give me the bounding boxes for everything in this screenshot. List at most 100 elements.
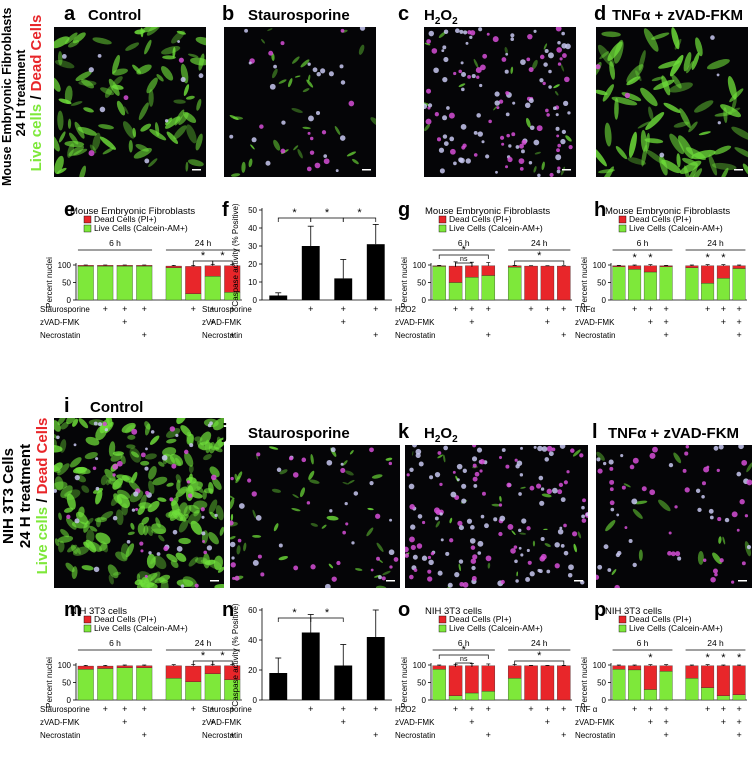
- factor-name-0: H2O2: [395, 705, 416, 714]
- legend-label-0: Dead Cells (PI+): [449, 214, 512, 224]
- factor-mark-0-3: +: [373, 304, 378, 314]
- bar-dead-4: [507, 665, 522, 679]
- factor-name-0: Staurosporine: [202, 305, 252, 314]
- bar-dead-7: [557, 665, 571, 701]
- row2-side-live: Live cells: [34, 506, 51, 575]
- factor-mark-1-2: +: [122, 717, 127, 727]
- sig-label-1: *: [325, 207, 330, 219]
- bar-live-2: [116, 667, 133, 701]
- micrograph-j: [230, 445, 400, 588]
- factor-mark-2-3: +: [142, 330, 147, 340]
- micrograph-b: [224, 27, 376, 177]
- bar-live-4: [685, 678, 699, 701]
- factor-name-1: zVAD-FMK: [40, 318, 80, 327]
- y-axis-label: Caspase activity (% Positive): [231, 203, 240, 306]
- bar-live-2: [643, 689, 657, 701]
- bar-dead-0: [612, 665, 626, 670]
- factor-mark-0-1: +: [308, 304, 313, 314]
- y-tick-label-2: 20: [248, 260, 257, 269]
- bar-1: [301, 246, 320, 300]
- bar-live-0: [612, 266, 626, 301]
- panel-label-k: k: [398, 421, 410, 443]
- legend-swatch-0: [618, 215, 627, 224]
- sig-star-0: *: [648, 652, 653, 664]
- factor-name-1: zVAD-FMK: [575, 718, 615, 727]
- bar-live-1: [448, 695, 463, 701]
- factor-mark-2-3: +: [142, 730, 147, 740]
- group-label-0: 6 h: [637, 638, 649, 648]
- row1-side-line1: Mouse Embryonic Fibroblasts: [0, 7, 14, 186]
- bar-live-3: [136, 667, 153, 701]
- sig-bracket-0: [438, 254, 489, 259]
- sig-label-0: *: [201, 650, 206, 662]
- factor-mark-0-5: +: [705, 304, 710, 314]
- bar-live-6: [716, 278, 730, 301]
- group-label-1: 24 h: [195, 638, 212, 648]
- row2-side-label: NIH 3T3 Cells 24 H treatment Live cells …: [0, 396, 51, 596]
- factor-name-1: zVAD-FMK: [395, 318, 435, 327]
- group-label-1: 24 h: [707, 238, 724, 248]
- factor-mark-1-7: +: [736, 717, 741, 727]
- factor-mark-0-6: +: [210, 304, 215, 314]
- factor-name-1: zVAD-FMK: [202, 318, 242, 327]
- factor-mark-1-2: +: [648, 317, 653, 327]
- factor-name-1: zVAD-FMK: [575, 318, 615, 327]
- legend-swatch-1: [438, 624, 447, 633]
- bar-dead-3: [481, 665, 496, 692]
- legend-swatch-1: [618, 624, 627, 633]
- factor-name-0: Staurosporine: [202, 705, 252, 714]
- bar-live-6: [204, 673, 221, 701]
- y-axis-label: Percent nuclei: [45, 257, 54, 308]
- legend-swatch-1: [438, 224, 447, 233]
- panel-title-k: H2O2: [424, 425, 458, 445]
- y-tick-label-2: 100: [413, 661, 427, 670]
- bar-live-4: [165, 678, 182, 701]
- bar-live-3: [659, 671, 673, 701]
- factor-mark-1-6: +: [545, 317, 550, 327]
- legend-label-0: Dead Cells (PI+): [629, 614, 692, 624]
- sig-bracket-1: [455, 662, 473, 667]
- bar-dead-7: [732, 665, 746, 695]
- factor-name-1: zVAD-FMK: [202, 718, 242, 727]
- factor-name-0: TNF α: [575, 705, 598, 714]
- chart-title: Mouse Embryonic Fibroblasts: [605, 206, 730, 217]
- chart-e: Mouse Embryonic Fibroblasts Dead Cells (P…: [40, 200, 250, 380]
- group-label-1: 24 h: [531, 638, 548, 648]
- bar-dead-0: [77, 665, 94, 670]
- y-tick-label-0: 0: [422, 296, 427, 305]
- sig-bracket-1: [212, 660, 233, 665]
- bar-live-4: [685, 267, 699, 301]
- factor-mark-2-7: +: [230, 730, 235, 740]
- y-axis-label: Percent nuclei: [580, 657, 589, 708]
- factor-mark-0-7: +: [561, 304, 566, 314]
- y-tick-label-1: 50: [597, 279, 606, 288]
- sig-label-0: *: [462, 644, 467, 656]
- y-tick-label-2: 40: [248, 636, 257, 645]
- bar-0: [269, 295, 288, 300]
- bar-live-5: [701, 687, 715, 701]
- bar-2: [334, 278, 353, 300]
- sig-label-1: ns: [460, 656, 468, 663]
- bar-dead-6: [716, 665, 730, 696]
- bar-live-6: [204, 276, 221, 301]
- factor-mark-1-6: +: [210, 317, 215, 327]
- factor-mark-1-6: +: [210, 717, 215, 727]
- micrograph-i: [54, 418, 224, 588]
- factor-mark-0-3: +: [142, 704, 147, 714]
- bar-live-2: [465, 692, 479, 701]
- bar-dead-1: [628, 265, 642, 270]
- group-label-0: 6 h: [458, 638, 470, 648]
- bar-dead-2: [643, 265, 657, 273]
- panel-label-j: j: [222, 421, 228, 443]
- chart-h: Mouse Embryonic Fibroblasts Dead Cells (P…: [575, 200, 754, 380]
- bar-dead-6: [540, 265, 555, 301]
- factor-mark-0-6: +: [545, 304, 550, 314]
- panel-title-d: TNFα + zVAD-FKM: [612, 7, 744, 24]
- factor-name-2: Necrostatin: [575, 331, 615, 340]
- bar-dead-1: [97, 265, 114, 267]
- bar-dead-5: [185, 266, 202, 294]
- chart-m: NIH 3T3 cells Dead Cells (PI+) Live Cells …: [40, 600, 250, 779]
- sig-bracket-1: [455, 262, 473, 267]
- sig-label-0: *: [292, 207, 297, 219]
